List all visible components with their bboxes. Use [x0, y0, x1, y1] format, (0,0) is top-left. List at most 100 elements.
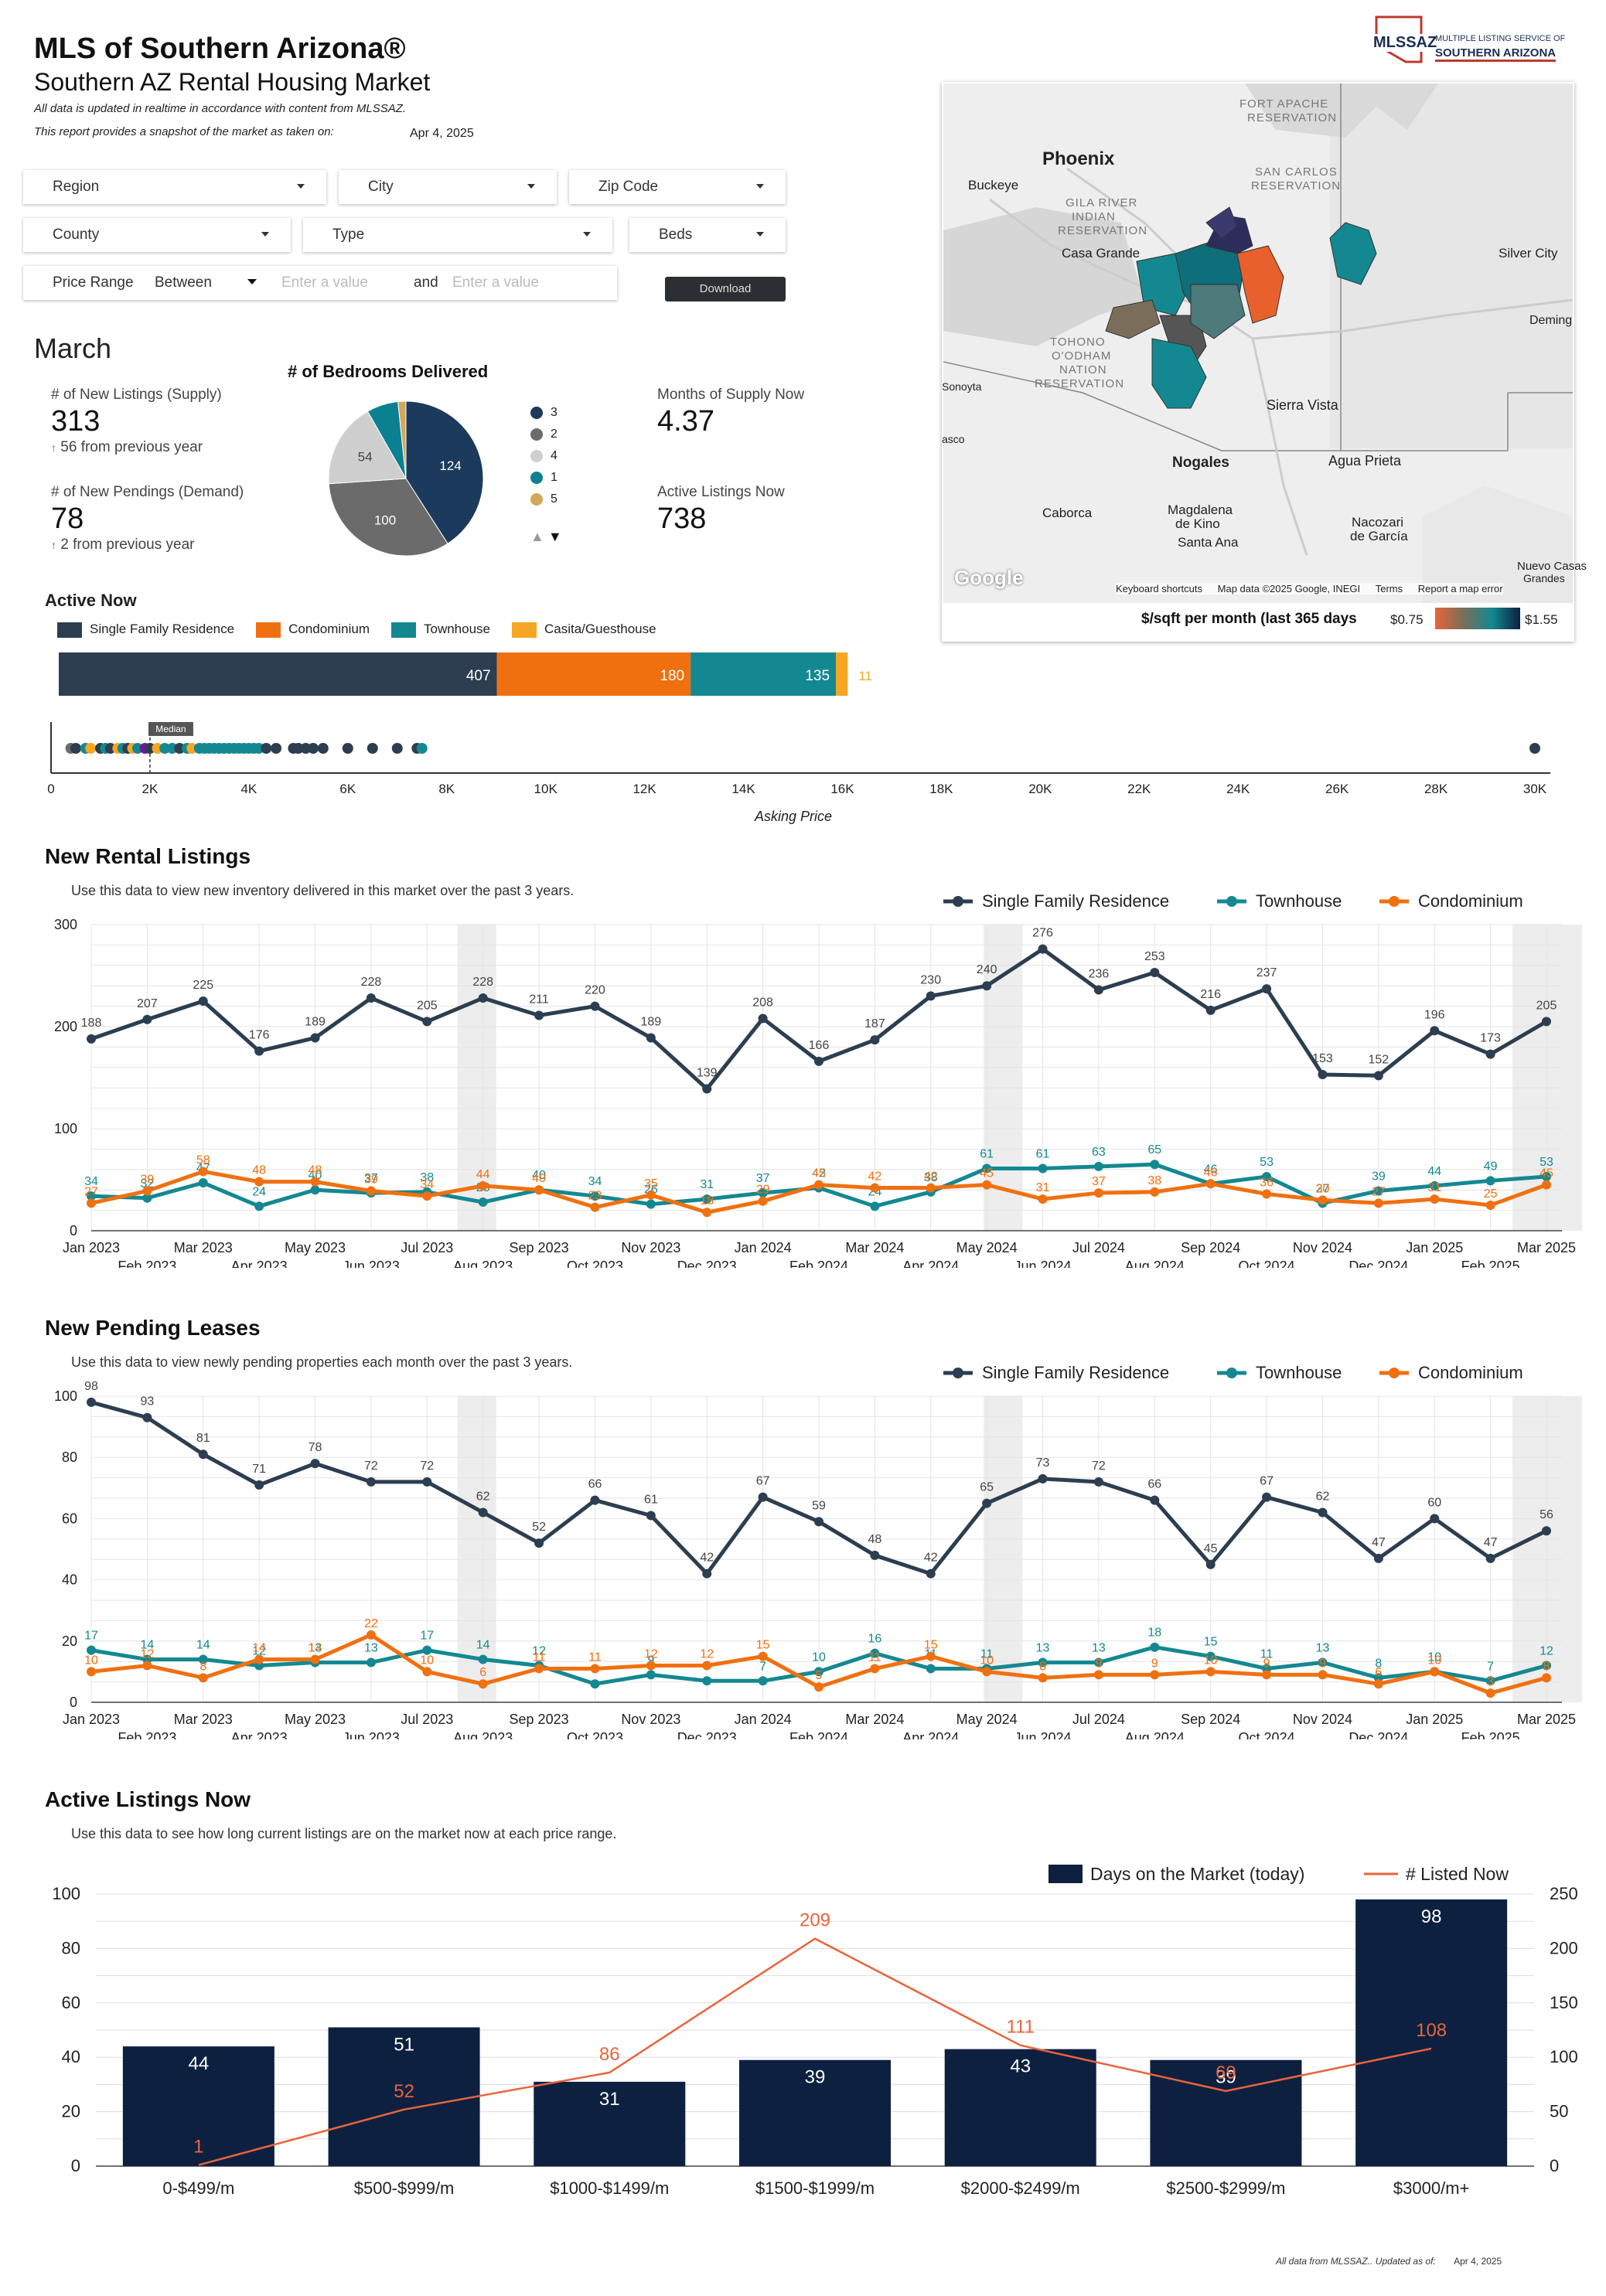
data-point	[254, 1480, 264, 1490]
map-scale-max: $1.55	[1525, 612, 1558, 627]
active-listings-now-chart: 0 20 40 60 80 100 0 50 100 150 200 250 44 51 31 39 43 39 9…	[52, 1864, 1578, 2198]
data-label: 13	[309, 1642, 322, 1655]
y-tick-label: 0	[70, 1695, 77, 1710]
data-point	[198, 1177, 208, 1187]
x-tick-label: Mar 2025	[1517, 1712, 1576, 1727]
price-point	[342, 743, 353, 754]
data-label: 152	[1368, 1053, 1389, 1066]
city-filter[interactable]: City	[339, 170, 557, 204]
price-point	[271, 743, 282, 754]
data-label: 11	[533, 1650, 546, 1664]
x-tick-label: Mar 2023	[174, 1240, 233, 1255]
data-point	[1430, 1194, 1440, 1204]
price-point	[174, 743, 186, 754]
data-point	[422, 1017, 432, 1027]
data-point	[870, 1550, 880, 1560]
map-place-label: Nogales	[1172, 455, 1229, 471]
legend-label: Single Family Residence	[982, 1363, 1169, 1382]
data-point	[1542, 1172, 1551, 1182]
data-label: 45	[980, 1167, 994, 1180]
data-label: 98	[84, 1380, 98, 1393]
data-label: 9	[1095, 1657, 1102, 1670]
legend-label: Townhouse	[1256, 891, 1342, 911]
region-map[interactable]	[943, 83, 1573, 603]
data-label: 39	[140, 1174, 154, 1187]
keyboard-shortcuts-link[interactable]: Keyboard shortcuts	[1116, 583, 1203, 594]
type-filter[interactable]: Type	[303, 218, 612, 252]
legend-label: 1	[551, 471, 557, 484]
data-label: 34	[420, 1178, 434, 1191]
data-label: 42	[868, 1170, 881, 1184]
legend-label: Condominium	[1418, 891, 1523, 911]
data-point	[1038, 1673, 1048, 1683]
data-point	[982, 1667, 992, 1677]
y-right-tick-label: 0	[1550, 2156, 1559, 2175]
data-point	[1485, 1176, 1495, 1186]
data-point	[1542, 1673, 1551, 1683]
data-point	[1150, 1160, 1160, 1170]
category-label: $1000-$1499/m	[550, 2178, 669, 2198]
legend-dot-icon	[530, 472, 543, 484]
data-point	[1093, 1657, 1103, 1667]
download-button[interactable]: Download	[665, 277, 786, 301]
strip-tick-label: 18K	[929, 782, 953, 796]
data-label: 61	[980, 1147, 994, 1160]
strip-tick-label: 28K	[1424, 782, 1448, 796]
legend-swatch-icon	[1049, 1865, 1083, 1883]
beds-filter[interactable]: Beds	[629, 218, 786, 252]
active-now-bar-value: 180	[660, 668, 684, 684]
active-now-legend-item: Single Family Residence	[57, 622, 234, 638]
map-place-label: Grandes	[1523, 572, 1565, 584]
data-point	[758, 1492, 768, 1502]
data-point	[646, 1511, 656, 1521]
county-filter[interactable]: County	[23, 218, 291, 252]
data-point	[1430, 1667, 1440, 1677]
logo-text: MLSSAZ	[1373, 34, 1437, 52]
region-filter[interactable]: Region	[23, 170, 326, 204]
legend-dot-icon	[1226, 896, 1237, 907]
data-label: 18	[1147, 1627, 1161, 1640]
zip-filter[interactable]: Zip Code	[569, 170, 786, 204]
x-tick-label: May 2023	[285, 1712, 346, 1727]
x-tick-label: Oct 2024	[1239, 1730, 1295, 1739]
pager-up-icon[interactable]: ▲	[530, 529, 544, 544]
data-label: 276	[1032, 927, 1053, 940]
map-footer: Keyboard shortcuts Map data ©2025 Google…	[1116, 583, 1503, 594]
price-point	[367, 743, 378, 754]
legend-label: Casita/Guesthouse	[544, 622, 656, 636]
data-label: 176	[249, 1029, 270, 1042]
y-right-tick-label: 200	[1550, 1938, 1578, 1957]
pager-down-icon[interactable]: ▼	[547, 529, 562, 544]
data-point	[1038, 944, 1048, 954]
max-price-input[interactable]: Enter a value	[452, 274, 539, 291]
report-error-link[interactable]: Report a map error	[1417, 583, 1503, 594]
data-label: 12	[252, 1644, 266, 1657]
active-now-legend-item: Condominium	[256, 622, 370, 638]
active-now-legend-item: Townhouse	[390, 622, 490, 638]
line-value-label: 86	[599, 2044, 620, 2065]
data-label: 139	[697, 1067, 718, 1080]
footer-note: All data from MLSSAZ.. Updated as of: Ap…	[1276, 2256, 1502, 2267]
terms-link[interactable]: Terms	[1375, 583, 1403, 594]
map-place-label: NATION	[1059, 363, 1107, 376]
price-mode-select[interactable]: Between	[155, 274, 271, 291]
price-point	[391, 743, 403, 754]
x-tick-label: Jan 2023	[63, 1240, 120, 1255]
active-now-bar-value: 135	[805, 668, 830, 684]
data-label: 11	[868, 1650, 881, 1664]
data-label: 59	[812, 1499, 826, 1512]
data-point	[87, 1191, 96, 1201]
legend-label: 3	[551, 406, 557, 419]
data-label: 166	[809, 1039, 830, 1052]
data-label: 211	[529, 993, 549, 1006]
min-price-input[interactable]: Enter a value	[281, 274, 368, 291]
legend-label: Townhouse	[1256, 1363, 1342, 1382]
data-point	[590, 1202, 600, 1212]
x-tick-label: Sep 2024	[1181, 1712, 1240, 1727]
active-now-bar-segment	[496, 652, 691, 696]
map-place-label: SAN CARLOS	[1255, 165, 1338, 179]
map-place-label: RESERVATION	[1247, 111, 1338, 124]
data-label: 61	[644, 1493, 658, 1506]
data-label: 10	[980, 1654, 994, 1667]
data-point	[1038, 1163, 1048, 1174]
